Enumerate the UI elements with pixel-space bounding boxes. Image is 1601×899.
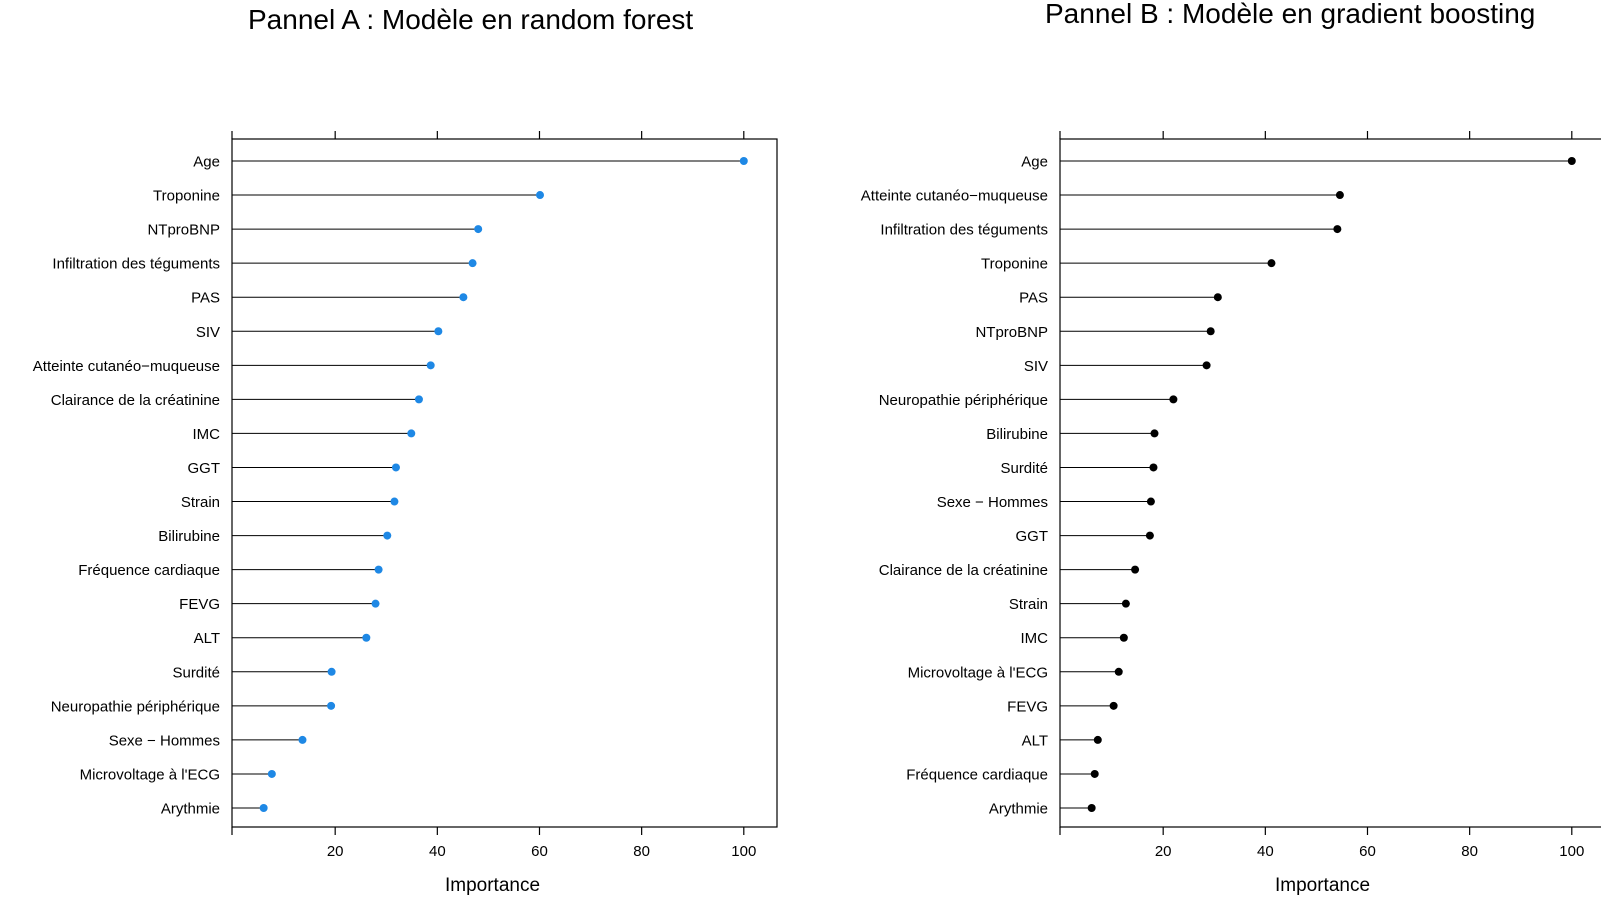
category-label: Arythmie — [989, 801, 1048, 818]
category-label: GGT — [188, 460, 221, 477]
category-label: Neuropathie périphérique — [51, 698, 220, 715]
category-label: Surdité — [172, 664, 220, 681]
x-tick-label: 40 — [429, 843, 446, 860]
category-label: Clairance de la créatinine — [51, 392, 220, 409]
plot-frame — [231, 138, 778, 828]
category-label: Sexe − Hommes — [937, 494, 1048, 511]
x-tick-label: 80 — [633, 843, 650, 860]
lollipop-point — [1121, 599, 1130, 608]
category-label: SIV — [1024, 358, 1048, 375]
lollipop-point — [1150, 429, 1159, 438]
category-label: PAS — [1019, 290, 1048, 307]
category-label: ALT — [194, 630, 220, 647]
lollipop-point — [298, 735, 307, 744]
lollipop-point — [474, 225, 483, 234]
lollipop-point — [1145, 531, 1154, 540]
x-tick-label: 100 — [1559, 843, 1584, 860]
lollipop-point — [390, 497, 399, 506]
lollipop-point — [426, 361, 435, 370]
x-axis-title: Importance — [1275, 875, 1370, 896]
lollipop-point — [327, 667, 336, 676]
category-label: Clairance de la créatinine — [879, 562, 1048, 579]
category-label: FEVG — [179, 596, 220, 613]
category-label: Bilirubine — [158, 528, 220, 545]
category-label: Age — [193, 154, 220, 171]
category-label: Troponine — [981, 256, 1048, 273]
category-label: Arythmie — [161, 801, 220, 818]
x-tick-label: 20 — [327, 843, 344, 860]
lollipop-point — [267, 769, 276, 778]
panel-b-plot: 20 40 60 80 100 Age Atteinte cutanéo−muqueuse I… — [861, 131, 1601, 896]
category-label: IMC — [1021, 630, 1049, 647]
category-label: Microvoltage à l'ECG — [908, 664, 1048, 681]
lollipop-point — [383, 531, 392, 540]
panel-b-title: Pannel B : Modèle en gradient boosting — [1045, 0, 1536, 29]
category-label: Infiltration des téguments — [52, 256, 220, 273]
lollipop-point — [414, 395, 423, 404]
x-tick-label: 60 — [1359, 843, 1376, 860]
category-label: Neuropathie périphérique — [879, 392, 1048, 409]
lollipop-point — [1267, 259, 1276, 268]
category-label: Bilirubine — [986, 426, 1048, 443]
lollipop-point — [1109, 701, 1118, 710]
category-label: Infiltration des téguments — [880, 222, 1048, 239]
category-label: NTproBNP — [147, 222, 220, 239]
lollipop-point — [1087, 804, 1096, 812]
lollipop-point — [1335, 191, 1344, 200]
category-label: Strain — [1009, 596, 1048, 613]
lollipop-point — [1090, 769, 1099, 778]
category-label: Age — [1021, 154, 1048, 171]
lollipop-point — [327, 701, 336, 710]
category-label: Troponine — [153, 188, 220, 205]
lollipop-point — [1114, 667, 1123, 676]
category-label: IMC — [193, 426, 221, 443]
category-label: Atteinte cutanéo−muqueuse — [33, 358, 220, 375]
lollipop-point — [1169, 395, 1178, 404]
lollipop-point — [468, 259, 477, 268]
category-label: Fréquence cardiaque — [78, 562, 220, 579]
x-tick-label: 100 — [731, 843, 756, 860]
lollipop-point — [535, 191, 544, 200]
lollipop-point — [1202, 361, 1211, 370]
lollipop-point — [1119, 633, 1128, 642]
x-tick-label: 40 — [1257, 843, 1274, 860]
lollipop-point — [1333, 225, 1342, 234]
x-tick-label: 20 — [1155, 843, 1172, 860]
lollipop-point — [259, 804, 268, 812]
category-label: PAS — [191, 290, 220, 307]
lollipop-point — [407, 429, 416, 438]
lollipop-point — [1206, 327, 1215, 336]
lollipop-point — [362, 633, 371, 642]
x-tick-label: 80 — [1461, 843, 1478, 860]
panel-a-plot: 20 40 60 80 100 Age Troponine NTproBNP Infiltrat… — [33, 131, 778, 896]
x-axis-title: Importance — [445, 875, 540, 896]
category-label: FEVG — [1007, 698, 1048, 715]
x-tick-label: 60 — [531, 843, 548, 860]
lollipop-point — [434, 327, 443, 336]
category-label: Sexe − Hommes — [109, 732, 220, 749]
lollipop-point — [391, 463, 400, 472]
category-label: Strain — [181, 494, 220, 511]
category-label: Microvoltage à l'ECG — [80, 766, 220, 783]
lollipop-point — [1146, 497, 1155, 506]
lollipop-point — [739, 157, 748, 165]
category-label: Fréquence cardiaque — [906, 766, 1048, 783]
category-label: Atteinte cutanéo−muqueuse — [861, 188, 1048, 205]
category-label: Surdité — [1000, 460, 1048, 477]
lollipop-point — [371, 599, 380, 608]
lollipop-point — [1131, 565, 1140, 574]
lollipop-point — [374, 565, 383, 574]
category-label: ALT — [1022, 732, 1048, 749]
category-label: NTproBNP — [975, 324, 1048, 341]
lollipop-point — [459, 293, 468, 302]
lollipop-point — [1567, 157, 1576, 165]
panel-a-title: Pannel A : Modèle en random forest — [248, 4, 694, 35]
lollipop-point — [1213, 293, 1222, 302]
plot-frame — [1059, 138, 1601, 828]
category-label: GGT — [1016, 528, 1049, 545]
lollipop-point — [1093, 735, 1102, 744]
category-label: SIV — [196, 324, 220, 341]
lollipop-point — [1149, 463, 1158, 472]
